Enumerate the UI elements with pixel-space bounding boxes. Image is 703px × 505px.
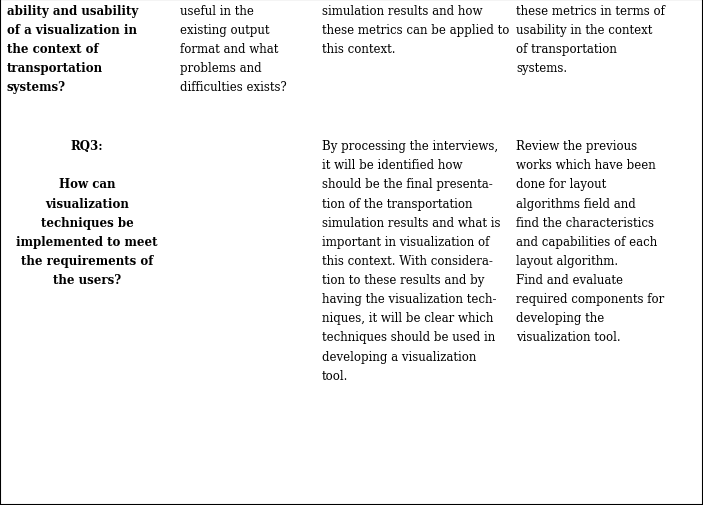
Text: required components for: required components for [517,292,664,306]
Text: techniques should be used in: techniques should be used in [322,331,496,344]
Text: tool.: tool. [322,369,349,382]
Text: of a visualization in: of a visualization in [7,24,137,37]
Text: developing the: developing the [517,312,605,325]
Text: tion to these results and by: tion to these results and by [322,274,484,286]
Text: the users?: the users? [53,274,121,286]
Text: the context of: the context of [7,43,98,56]
Text: problems and: problems and [180,62,262,75]
Text: systems.: systems. [517,62,567,75]
Text: implemented to meet: implemented to meet [16,235,158,248]
Text: niques, it will be clear which: niques, it will be clear which [322,312,494,325]
Text: find the characteristics: find the characteristics [517,216,654,229]
Text: tion of the transportation: tion of the transportation [322,197,472,210]
Text: usability in the context: usability in the context [517,24,653,37]
Text: important in visualization of: important in visualization of [322,235,489,248]
Text: format and what: format and what [180,43,278,56]
Text: transportation: transportation [7,62,103,75]
Text: having the visualization tech-: having the visualization tech- [322,292,496,306]
Text: simulation results and how: simulation results and how [322,5,482,18]
Text: the requirements of: the requirements of [21,255,153,268]
Text: works which have been: works which have been [517,159,656,172]
Text: this context. With considera-: this context. With considera- [322,255,493,268]
Text: this context.: this context. [322,43,396,56]
Text: these metrics can be applied to: these metrics can be applied to [322,24,510,37]
Text: visualization: visualization [45,197,129,210]
Text: Find and evaluate: Find and evaluate [517,274,624,286]
Text: developing a visualization: developing a visualization [322,350,477,363]
Text: should be the final presenta-: should be the final presenta- [322,178,493,191]
Text: layout algorithm.: layout algorithm. [517,255,619,268]
Text: algorithms field and: algorithms field and [517,197,636,210]
Text: visualization tool.: visualization tool. [517,331,621,344]
Text: and capabilities of each: and capabilities of each [517,235,657,248]
Text: existing output: existing output [180,24,269,37]
Text: it will be identified how: it will be identified how [322,159,463,172]
Text: useful in the: useful in the [180,5,254,18]
Text: Review the previous: Review the previous [517,140,638,153]
Text: By processing the interviews,: By processing the interviews, [322,140,498,153]
Text: ability and usability: ability and usability [7,5,138,18]
Text: RQ3:: RQ3: [71,140,103,153]
Text: techniques be: techniques be [41,216,134,229]
Text: these metrics in terms of: these metrics in terms of [517,5,665,18]
Text: How can: How can [59,178,115,191]
Text: systems?: systems? [7,81,66,94]
Text: simulation results and what is: simulation results and what is [322,216,501,229]
Text: of transportation: of transportation [517,43,617,56]
Text: difficulties exists?: difficulties exists? [180,81,287,94]
Text: done for layout: done for layout [517,178,607,191]
